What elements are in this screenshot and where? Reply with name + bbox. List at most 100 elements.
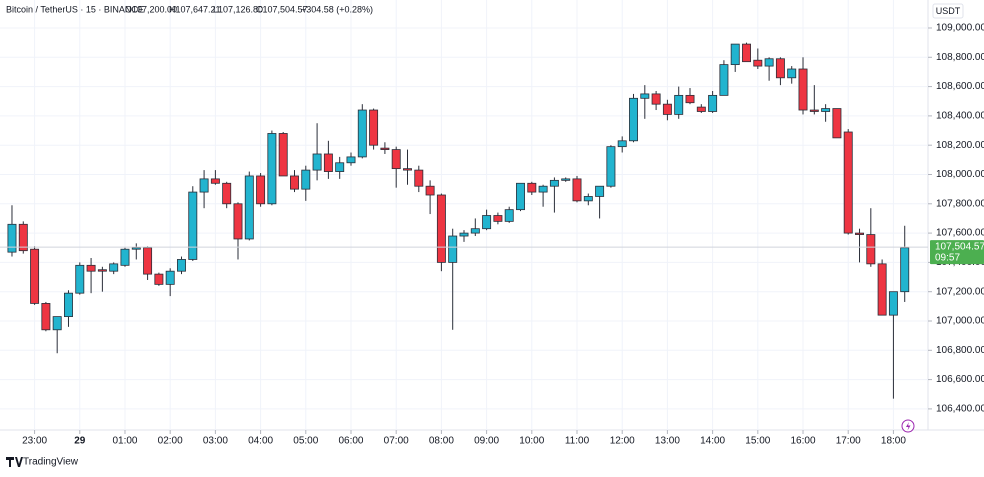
candle-body xyxy=(312,153,322,171)
candle-body xyxy=(662,103,672,115)
candle-body xyxy=(651,93,661,105)
candle-body xyxy=(617,140,627,148)
x-tick-label: 03:00 xyxy=(203,436,228,447)
y-tick-label: 109,000.00 xyxy=(936,23,984,34)
candle-body xyxy=(86,264,96,272)
candle-body xyxy=(470,228,480,234)
y-tick-label: 106,600.00 xyxy=(936,374,984,385)
brand: TradingView xyxy=(23,457,79,468)
currency-box[interactable] xyxy=(932,3,964,19)
candle-body xyxy=(549,179,559,187)
candle-body xyxy=(798,68,808,111)
last-price-box xyxy=(930,240,984,265)
candle-body xyxy=(832,108,842,139)
candle-body xyxy=(877,263,887,316)
candle-body xyxy=(7,223,17,253)
candle-body xyxy=(900,247,910,293)
y-tick-label: 108,000.00 xyxy=(936,169,984,180)
candle-body xyxy=(131,247,141,250)
currency: USDT xyxy=(936,6,961,16)
candle-body xyxy=(493,215,503,222)
candle-body xyxy=(199,178,209,193)
candle-body xyxy=(821,108,831,112)
candle-body xyxy=(742,43,751,63)
candle-body xyxy=(165,270,175,285)
candle-body xyxy=(346,156,356,164)
candle-body xyxy=(256,175,266,205)
x-tick-label: 17:00 xyxy=(836,436,861,447)
candle-body xyxy=(188,191,198,260)
candle-body xyxy=(403,168,412,171)
candle-body xyxy=(685,94,695,104)
header-symbol: Bitcoin / TetherUS · 15 · BINANCE xyxy=(6,4,144,14)
candle-body xyxy=(290,175,299,190)
header-open: O107,200.00 xyxy=(125,4,177,14)
candle-body xyxy=(561,178,571,181)
candle-body xyxy=(244,175,254,240)
candle-body xyxy=(154,273,164,285)
candle-body xyxy=(448,235,458,263)
candle-body xyxy=(233,203,243,240)
candle-body xyxy=(210,178,220,184)
x-tick-label: 10:00 xyxy=(519,436,544,447)
candle-body xyxy=(459,232,469,237)
candle-body xyxy=(335,162,345,172)
alert-bolt xyxy=(906,422,911,431)
x-tick-label: 06:00 xyxy=(338,436,363,447)
header-high: H107,647.21 xyxy=(169,4,221,14)
candle-body xyxy=(696,106,706,112)
candle-body xyxy=(572,178,582,202)
y-tick-label: 107,000.00 xyxy=(936,316,984,327)
candle-body xyxy=(719,64,729,96)
y-tick-label: 108,200.00 xyxy=(936,140,984,151)
candle-body xyxy=(222,182,232,205)
x-tick-label: 14:00 xyxy=(700,436,725,447)
x-tick-label: 02:00 xyxy=(158,436,183,447)
candle-body xyxy=(527,182,537,193)
candle-body xyxy=(888,291,898,316)
candle-body xyxy=(516,182,525,211)
candle-body xyxy=(640,93,650,99)
candle-body xyxy=(809,109,819,112)
candle-body xyxy=(109,263,119,272)
candle-body xyxy=(843,131,853,234)
x-tick-label: 08:00 xyxy=(429,436,454,447)
candle-body xyxy=(436,194,446,263)
candle-body xyxy=(425,185,435,196)
candle-body xyxy=(674,94,684,115)
candle-body xyxy=(482,215,492,230)
x-tick-label: 29 xyxy=(74,436,86,447)
candle-body xyxy=(52,316,62,331)
x-tick-label: 07:00 xyxy=(384,436,409,447)
candle-body xyxy=(380,147,390,150)
header-low: L107,126.80 xyxy=(213,4,263,14)
candle-body xyxy=(583,196,593,202)
header-close: C107,504.57 xyxy=(256,4,308,14)
countdown: 09:57 xyxy=(935,253,960,264)
candle-body xyxy=(753,59,763,67)
candle-body xyxy=(301,169,311,190)
candle-body xyxy=(629,97,638,142)
candle-body xyxy=(18,223,28,252)
y-tick-label: 107,200.00 xyxy=(936,286,984,297)
y-tick-label: 108,600.00 xyxy=(936,81,984,92)
candle-body xyxy=(775,58,785,79)
candle-body xyxy=(414,169,424,187)
x-tick-label: 16:00 xyxy=(791,436,816,447)
x-tick-label: 01:00 xyxy=(112,436,137,447)
y-tick-label: 107,800.00 xyxy=(936,198,984,209)
candle-body xyxy=(357,109,367,158)
header-change: +304.58 (+0.28%) xyxy=(301,4,373,14)
candle-body xyxy=(866,234,876,265)
candle-body xyxy=(177,259,186,272)
y-tick-label: 108,400.00 xyxy=(936,111,984,122)
candle-body xyxy=(595,185,605,197)
x-tick-label: 13:00 xyxy=(655,436,680,447)
last-price-label: 107,504.57 xyxy=(935,242,984,253)
candle-body xyxy=(41,303,51,331)
candle-body xyxy=(323,153,333,172)
candles xyxy=(0,42,928,399)
y-tick-label: 107,600.00 xyxy=(936,228,984,239)
